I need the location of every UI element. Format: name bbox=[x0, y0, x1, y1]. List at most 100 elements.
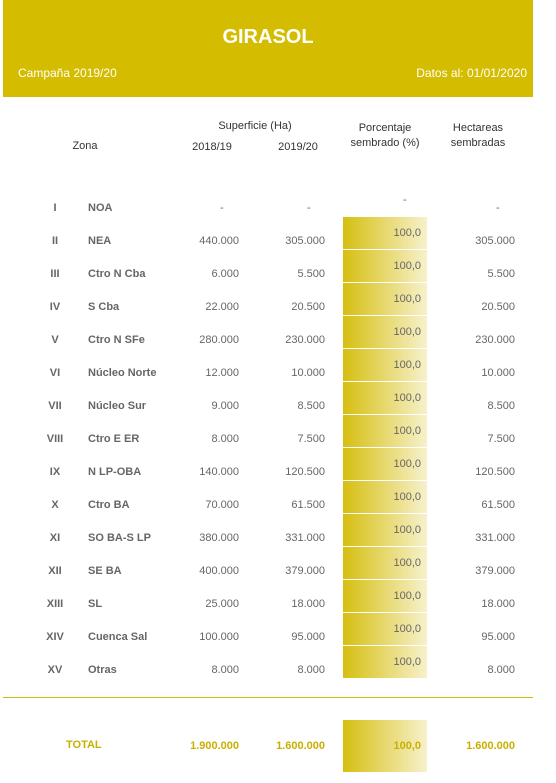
zone-name: S Cba bbox=[88, 301, 120, 313]
percent-cell bbox=[343, 720, 427, 772]
percent: 100,0 bbox=[393, 260, 421, 272]
zone-name: Ctro N Cba bbox=[88, 268, 146, 280]
hectares: 230.000 bbox=[475, 334, 515, 346]
area-2018: 400.000 bbox=[199, 565, 239, 577]
percent-cell bbox=[343, 481, 427, 513]
percent: 100,0 bbox=[393, 359, 421, 371]
area-2018: 8.000 bbox=[211, 433, 239, 445]
zone-number: VIII bbox=[46, 433, 64, 445]
percent-cell bbox=[343, 316, 427, 348]
col-header: Zona bbox=[72, 140, 98, 152]
total-2019: 1.600.000 bbox=[276, 740, 325, 752]
zone-name: Núcleo Norte bbox=[88, 367, 157, 379]
zone-number: VI bbox=[49, 367, 61, 379]
zone-number: XIV bbox=[46, 631, 64, 643]
area-2018: 25.000 bbox=[205, 598, 239, 610]
hectares: 20.500 bbox=[481, 301, 515, 313]
area-2018: 8.000 bbox=[211, 664, 239, 676]
hectares: 8.500 bbox=[487, 400, 515, 412]
percent-cell bbox=[343, 217, 427, 249]
zone-number: XV bbox=[47, 664, 63, 676]
zone-number: XIII bbox=[46, 598, 64, 610]
hectares: 7.500 bbox=[487, 433, 515, 445]
percent: 100,0 bbox=[393, 227, 421, 239]
area-2018: 22.000 bbox=[205, 301, 239, 313]
hectares: - bbox=[496, 202, 500, 214]
area-2019: 7.500 bbox=[297, 433, 325, 445]
zone-number: XI bbox=[49, 532, 61, 544]
col-header: 2019/20 bbox=[278, 141, 318, 153]
hectares: 331.000 bbox=[475, 532, 515, 544]
col-header: Porcentaje bbox=[358, 122, 412, 134]
zone-name: NEA bbox=[88, 235, 112, 247]
zone-number: VII bbox=[48, 400, 62, 412]
percent: 100,0 bbox=[393, 590, 421, 602]
header-band bbox=[3, 0, 533, 97]
percent-cell bbox=[343, 646, 427, 678]
area-2019: 305.000 bbox=[285, 235, 325, 247]
date: Datos al: 01/01/2020 bbox=[416, 66, 527, 80]
percent: 100,0 bbox=[393, 326, 421, 338]
area-2019: 120.500 bbox=[285, 466, 325, 478]
percent-cell bbox=[343, 580, 427, 612]
zone-number: II bbox=[51, 235, 59, 247]
percent-cell bbox=[343, 250, 427, 282]
area-2019: 18.000 bbox=[291, 598, 325, 610]
area-2019: - bbox=[307, 202, 311, 214]
hectares: 8.000 bbox=[487, 664, 515, 676]
total-percent: 100,0 bbox=[393, 740, 421, 752]
area-2019: 379.000 bbox=[285, 565, 325, 577]
zone-number: X bbox=[51, 499, 59, 511]
percent: 100,0 bbox=[393, 491, 421, 503]
area-2018: 280.000 bbox=[199, 334, 239, 346]
hectares: 18.000 bbox=[481, 598, 515, 610]
area-2019: 331.000 bbox=[285, 532, 325, 544]
col-header: sembrado (%) bbox=[350, 137, 420, 149]
total-label: TOTAL bbox=[66, 739, 102, 751]
area-2018: 440.000 bbox=[199, 235, 239, 247]
area-2019: 5.500 bbox=[297, 268, 325, 280]
hectares: 5.500 bbox=[487, 268, 515, 280]
area-2019: 8.500 bbox=[297, 400, 325, 412]
zone-number: I bbox=[53, 202, 57, 214]
percent-cell bbox=[343, 415, 427, 447]
divider bbox=[3, 697, 533, 698]
percent: 100,0 bbox=[393, 293, 421, 305]
area-2019: 230.000 bbox=[285, 334, 325, 346]
zone-number: V bbox=[51, 334, 59, 346]
percent-cell bbox=[343, 382, 427, 414]
percent: 100,0 bbox=[393, 524, 421, 536]
area-2018: 380.000 bbox=[199, 532, 239, 544]
percent-cell bbox=[343, 283, 427, 315]
hectares: 379.000 bbox=[475, 565, 515, 577]
area-2019: 8.000 bbox=[297, 664, 325, 676]
area-2018: 9.000 bbox=[211, 400, 239, 412]
zone-number: XII bbox=[48, 565, 62, 577]
zone-name: SL bbox=[88, 598, 103, 610]
area-2018: 100.000 bbox=[199, 631, 239, 643]
zone-number: III bbox=[50, 268, 60, 280]
area-2018: 12.000 bbox=[205, 367, 239, 379]
area-2019: 61.500 bbox=[291, 499, 325, 511]
area-2019: 95.000 bbox=[291, 631, 325, 643]
area-2019: 10.000 bbox=[291, 367, 325, 379]
total-hectares: 1.600.000 bbox=[466, 740, 515, 752]
percent-cell bbox=[343, 547, 427, 579]
zone-name: Ctro N SFe bbox=[88, 334, 145, 346]
title: GIRASOL bbox=[222, 26, 314, 48]
percent: 100,0 bbox=[393, 458, 421, 470]
hectares: 10.000 bbox=[481, 367, 515, 379]
zone-number: IX bbox=[49, 466, 61, 478]
zone-name: Ctro BA bbox=[88, 499, 130, 511]
percent: 100,0 bbox=[393, 656, 421, 668]
col-header: Superficie (Ha) bbox=[218, 120, 292, 132]
zone-number: IV bbox=[49, 301, 61, 313]
percent-cell bbox=[343, 349, 427, 381]
zone-name: SE BA bbox=[88, 565, 122, 577]
zone-name: SO BA-S LP bbox=[88, 532, 151, 544]
zone-name: Otras bbox=[88, 664, 117, 676]
zone-name: Cuenca Sal bbox=[88, 631, 148, 643]
area-2018: 6.000 bbox=[211, 268, 239, 280]
col-header: Hectareas bbox=[452, 122, 504, 134]
